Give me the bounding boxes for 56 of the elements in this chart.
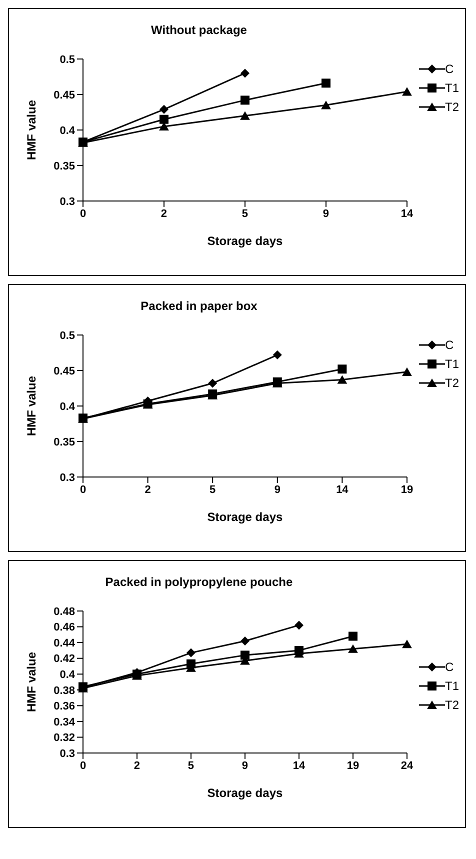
y-tick-label: 0.32: [54, 732, 75, 744]
x-tick-label: 2: [134, 760, 140, 772]
x-tick-label: 14: [292, 760, 306, 772]
y-tick-label: 0.36: [54, 700, 75, 713]
y-tick-label: 0.38: [54, 684, 75, 697]
y-tick-label: 0.45: [54, 89, 75, 102]
x-tick-label: 9: [242, 760, 248, 772]
chart-title: Without package: [150, 23, 248, 37]
x-tick-label: 24: [400, 760, 414, 772]
y-tick-label: 0.48: [54, 606, 75, 618]
legend-label: T2: [444, 698, 459, 712]
x-tick-label: 19: [400, 484, 414, 496]
legend-label: T1: [444, 356, 459, 370]
y-tick-label: 0.5: [60, 54, 75, 66]
x-tick-label: 2: [144, 484, 151, 496]
x-tick-label: 0: [80, 484, 86, 496]
legend-label: T1: [444, 679, 459, 693]
y-tick-label: 0.44: [54, 637, 76, 650]
y-tick-label: 0.5: [60, 330, 75, 342]
legend-label: C: [444, 62, 454, 76]
y-axis-title: HMF value: [24, 652, 38, 712]
y-axis-title: HMF value: [24, 100, 38, 160]
x-tick-label: 19: [346, 760, 360, 772]
y-tick-label: 0.4: [60, 669, 76, 682]
x-tick-label: 9: [322, 208, 330, 220]
x-tick-label: 5: [242, 208, 248, 220]
y-tick-label: 0.3: [60, 748, 75, 760]
legend-label: C: [444, 660, 454, 674]
y-tick-label: 0.4: [60, 400, 76, 413]
x-tick-label: 14: [336, 484, 350, 496]
y-tick-label: 0.46: [54, 622, 75, 634]
x-axis-title: Storage days: [207, 510, 283, 524]
legend-label: T1: [444, 80, 459, 94]
chart-title: Packed in polypropylene pouche: [104, 575, 294, 589]
legend-label: C: [444, 338, 454, 352]
legend-label: T2: [444, 376, 459, 390]
chart-title: Packed in paper box: [140, 299, 258, 313]
x-tick-label: 0: [80, 760, 86, 772]
y-tick-label: 0.42: [54, 653, 75, 666]
y-tick-label: 0.35: [54, 436, 75, 448]
x-tick-label: 9: [274, 484, 280, 496]
x-tick-label: 2: [160, 208, 168, 220]
y-tick-label: 0.3: [60, 196, 75, 208]
y-tick-label: 0.4: [60, 124, 76, 137]
y-tick-label: 0.34: [54, 716, 76, 728]
x-axis-title: Storage days: [207, 234, 283, 248]
x-tick-label: 14: [400, 208, 414, 220]
x-axis-title: Storage days: [207, 786, 283, 800]
y-tick-label: 0.3: [60, 472, 75, 484]
x-tick-label: 5: [188, 760, 194, 772]
y-tick-label: 0.35: [54, 160, 75, 172]
y-tick-label: 0.45: [54, 365, 75, 378]
x-tick-label: 0: [80, 208, 86, 220]
y-axis-title: HMF value: [24, 376, 38, 436]
legend-label: T2: [444, 100, 459, 114]
x-tick-label: 5: [210, 484, 216, 496]
